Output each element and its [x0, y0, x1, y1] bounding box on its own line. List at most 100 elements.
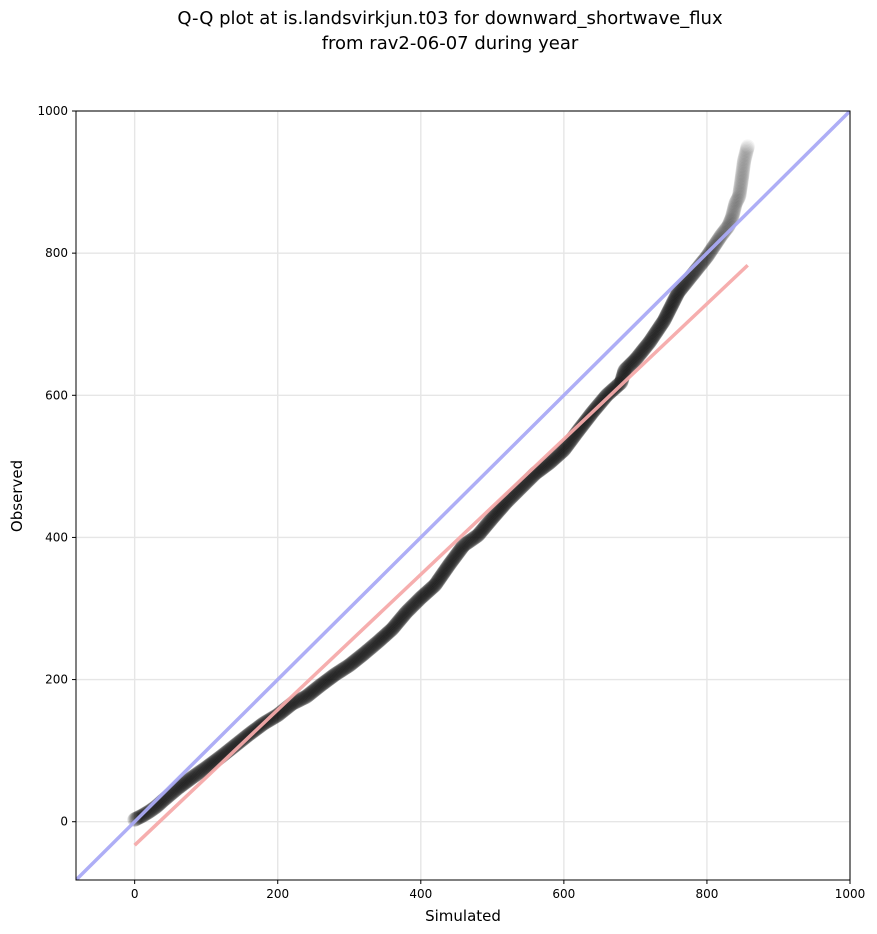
qq-point: [443, 556, 458, 571]
qq-point: [617, 364, 632, 379]
qq-point: [180, 773, 195, 789]
qq-point: [430, 574, 445, 589]
qq-point: [453, 541, 469, 556]
qq-point: [649, 324, 665, 339]
qq-point: [337, 661, 352, 676]
qq-point: [448, 548, 464, 563]
qq-point: [327, 667, 343, 682]
qq-point: [391, 614, 406, 629]
qq-point: [603, 384, 619, 399]
qq-point: [735, 164, 750, 180]
qq-point: [189, 767, 204, 782]
qq-point: [546, 451, 561, 467]
qq-point: [405, 598, 420, 614]
qq-point: [332, 664, 347, 679]
qq-point: [435, 567, 450, 582]
qq-point: [343, 657, 358, 672]
qq-point: [700, 248, 715, 263]
qq-point: [417, 586, 433, 602]
qq-point: [446, 551, 461, 566]
qq-point: [601, 386, 617, 401]
qq-point: [629, 351, 644, 366]
qq-point: [401, 602, 416, 618]
qq-point: [463, 533, 479, 548]
qq-point: [139, 805, 154, 821]
qq-point: [737, 152, 752, 167]
qq-point: [551, 447, 566, 462]
qq-point: [360, 643, 376, 658]
qq-point: [659, 307, 675, 322]
qq-point: [730, 191, 746, 206]
qq-point: [607, 380, 623, 396]
qq-point: [575, 418, 590, 433]
qq-point: [725, 208, 740, 224]
qq-point: [461, 534, 476, 550]
qq-point: [646, 328, 661, 344]
qq-point: [547, 451, 562, 466]
qq-point: [141, 804, 157, 819]
y-tick-label: 600: [45, 388, 68, 402]
chart-title: Q-Q plot at is.landsvirkjun.t03 for down…: [177, 8, 723, 29]
qq-point: [557, 441, 572, 457]
qq-point: [668, 291, 683, 306]
qq-point: [297, 690, 313, 705]
qq-point: [617, 363, 632, 378]
qq-point: [556, 442, 572, 458]
qq-point: [727, 197, 743, 213]
qq-point: [290, 693, 305, 709]
qq-point: [393, 612, 408, 627]
qq-point: [399, 604, 414, 620]
x-tick-label: 400: [409, 887, 432, 901]
qq-point: [361, 642, 377, 657]
qq-point: [698, 250, 714, 266]
qq-point: [429, 575, 444, 590]
x-tick-label: 200: [266, 887, 289, 901]
x-tick-label: 0: [131, 887, 139, 901]
qq-point: [409, 594, 424, 610]
x-tick-label: 800: [695, 887, 718, 901]
qq-point: [349, 652, 365, 667]
qq-point: [357, 645, 372, 661]
qq-point: [739, 143, 754, 159]
qq-point: [196, 762, 212, 777]
qq-point: [697, 251, 713, 267]
qq-point: [385, 620, 401, 636]
qq-point: [727, 199, 743, 214]
qq-point: [648, 325, 664, 340]
qq-point: [731, 189, 747, 204]
qq-point: [350, 651, 366, 666]
qq-point: [478, 518, 494, 533]
qq-point: [641, 335, 657, 351]
plot-frame: [75, 110, 851, 881]
qq-point: [734, 174, 749, 190]
qq-point: [669, 288, 684, 304]
identity-line: [76, 111, 850, 880]
qq-point: [345, 655, 360, 670]
qq-point: [295, 691, 310, 706]
qq-point: [368, 636, 383, 651]
qq-point: [336, 662, 351, 677]
qq-point: [239, 728, 255, 744]
qq-point: [379, 626, 395, 641]
qq-point: [724, 210, 740, 225]
qq-point: [344, 656, 359, 671]
qq-point: [652, 319, 668, 334]
qq-point: [387, 618, 403, 634]
qq-point: [602, 385, 618, 400]
qq-point: [238, 729, 254, 745]
qq-point: [331, 665, 346, 680]
qq-point: [384, 621, 400, 637]
qq-point: [576, 416, 592, 431]
qq-point: [375, 630, 391, 645]
qq-point: [548, 450, 563, 465]
qq-point: [652, 320, 667, 335]
qq-point: [340, 658, 356, 674]
qq-point: [695, 255, 710, 270]
qq-point: [394, 610, 410, 625]
qq-point: [195, 762, 210, 778]
qq-point: [604, 383, 620, 398]
y-tick-label: 0: [60, 815, 68, 829]
qq-point: [326, 668, 342, 683]
qq-point: [427, 577, 443, 593]
qq-point: [621, 359, 636, 374]
